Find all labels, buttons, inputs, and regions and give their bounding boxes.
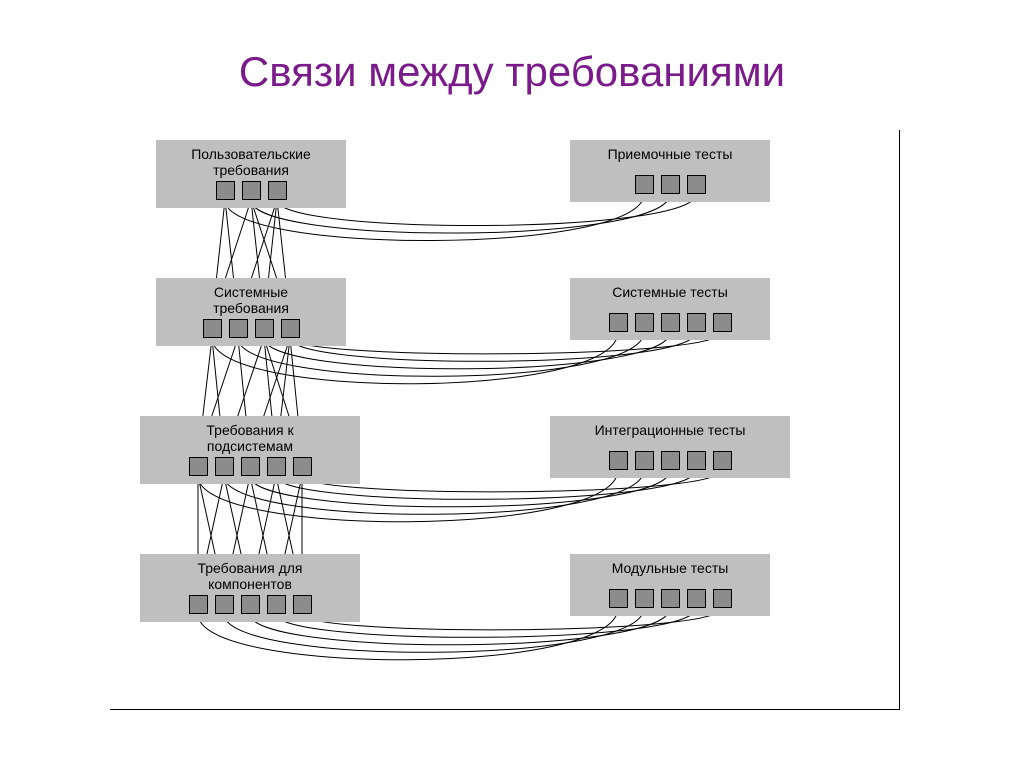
block-label: Системные требования (156, 278, 346, 316)
square (241, 595, 260, 614)
square-row (570, 589, 770, 608)
square (255, 319, 274, 338)
block-user_req: Пользовательские требования (156, 140, 346, 208)
block-label: Приемочные тесты (570, 140, 770, 162)
diagram-area: Пользовательские требования Приемочные те… (110, 130, 900, 710)
block-sys_req: Системные требования (156, 278, 346, 346)
block-label: Системные тесты (570, 278, 770, 300)
square (661, 451, 680, 470)
square (609, 451, 628, 470)
square (713, 589, 732, 608)
square (635, 313, 654, 332)
square (635, 589, 654, 608)
square (661, 175, 680, 194)
block-label: Пользовательские требования (156, 140, 346, 178)
block-comp_req: Требования для компонентов (140, 554, 360, 622)
square-row (570, 313, 770, 332)
square (267, 457, 286, 476)
block-sys_test: Системные тесты (570, 278, 770, 340)
square (242, 181, 261, 200)
square (687, 175, 706, 194)
block-label: Требования для компонентов (140, 554, 360, 592)
square (281, 319, 300, 338)
square (687, 313, 706, 332)
square (293, 595, 312, 614)
square (661, 589, 680, 608)
slide-title: Связи между требованиями (0, 48, 1024, 96)
square (216, 181, 235, 200)
square (687, 451, 706, 470)
block-sub_req: Требования к подсистемам (140, 416, 360, 484)
square-row (140, 457, 360, 476)
block-label: Требования к подсистемам (140, 416, 360, 454)
square (267, 595, 286, 614)
square (635, 175, 654, 194)
square (609, 313, 628, 332)
square (713, 451, 732, 470)
square (241, 457, 260, 476)
square-row (140, 595, 360, 614)
square (293, 457, 312, 476)
block-label: Интеграционные тесты (550, 416, 790, 438)
square (713, 313, 732, 332)
block-accept: Приемочные тесты (570, 140, 770, 202)
square (229, 319, 248, 338)
square-row (156, 181, 346, 200)
square (687, 589, 706, 608)
square (215, 595, 234, 614)
block-label: Модульные тесты (570, 554, 770, 576)
block-int_test: Интеграционные тесты (550, 416, 790, 478)
square (661, 313, 680, 332)
square-row (156, 319, 346, 338)
square (635, 451, 654, 470)
square (268, 181, 287, 200)
block-mod_test: Модульные тесты (570, 554, 770, 616)
square (609, 589, 628, 608)
square-row (570, 175, 770, 194)
square (189, 457, 208, 476)
square (203, 319, 222, 338)
square (215, 457, 234, 476)
square-row (550, 451, 790, 470)
square (189, 595, 208, 614)
